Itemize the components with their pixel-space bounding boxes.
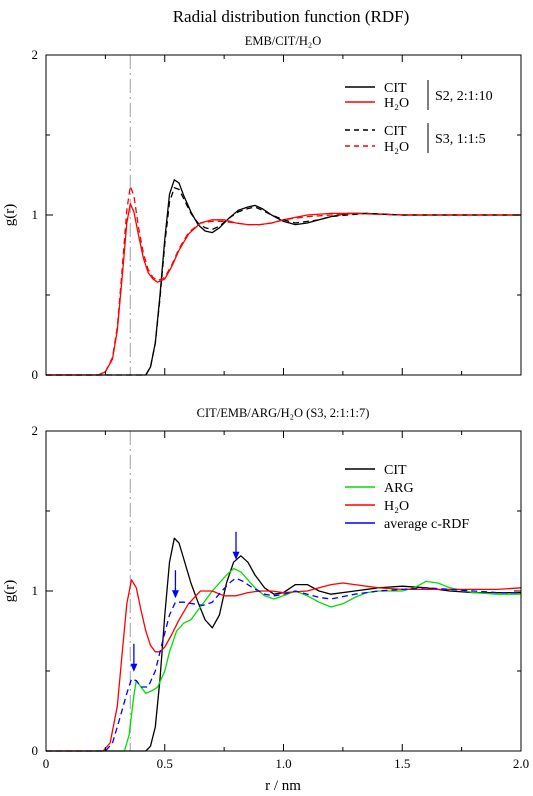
bottom-ticks-layer: 0 0.5 1.0 1.5 2.0 0 1 2 bbox=[32, 423, 530, 771]
bottom-arrows-layer bbox=[130, 531, 240, 672]
legend-label-cit: CIT bbox=[384, 463, 407, 478]
top-series-layer bbox=[46, 179, 521, 376]
bottom-series-arg-1 bbox=[46, 567, 521, 752]
top-ticks-layer: 0 1 2 bbox=[32, 47, 522, 382]
top-y-tick-label: 2 bbox=[32, 47, 39, 62]
bottom-y-tick-label: 1 bbox=[32, 583, 39, 598]
top-series-cit-0 bbox=[46, 179, 521, 376]
top-y-axis-label: g(r) bbox=[2, 204, 18, 227]
top-y-tick-label: 0 bbox=[32, 367, 39, 382]
legend-label-h2o: H₂O bbox=[384, 499, 409, 514]
bottom-series-h-o-2 bbox=[46, 579, 522, 752]
bottom-panel: CIT/EMB/ARG/H₂O (S3, 2:1:1:7) 0 0.5 1.0 1.5… bbox=[2, 406, 529, 794]
legend-group-s3: S3, 1:1:5 bbox=[435, 132, 486, 147]
legend-label-avg: average c-RDF bbox=[384, 517, 469, 532]
legend-label-s3-h2o: H₂O bbox=[384, 140, 409, 155]
bottom-y-tick-label: 2 bbox=[32, 423, 39, 438]
peak-arrow-head bbox=[130, 663, 138, 672]
figure-title: Radial distribution function (RDF) bbox=[173, 7, 410, 26]
legend-label-arg: ARG bbox=[384, 481, 414, 496]
bottom-x-tick-label: 1.0 bbox=[275, 756, 291, 771]
bottom-series-cit-0 bbox=[46, 537, 521, 752]
top-panel: EMB/CIT/H₂O 0 1 2 g(r) CIT H₂O S2, 2:1:10 … bbox=[2, 34, 522, 382]
bottom-x-tick-label: 1.5 bbox=[394, 756, 410, 771]
bottom-x-tick-label: 0.5 bbox=[157, 756, 173, 771]
top-legend: CIT H₂O S2, 2:1:10 CIT H₂O S3, 1:1:5 bbox=[345, 80, 493, 155]
legend-label-s2-h2o: H₂O bbox=[384, 96, 409, 111]
legend-label-s2-cit: CIT bbox=[384, 81, 407, 96]
bottom-x-tick-label: 0 bbox=[43, 756, 50, 771]
peak-arrow-head bbox=[171, 590, 179, 599]
top-y-tick-label: 1 bbox=[32, 207, 39, 222]
bottom-y-axis-label: g(r) bbox=[2, 580, 18, 603]
bottom-x-tick-label: 2.0 bbox=[513, 756, 529, 771]
top-series-h-o-1 bbox=[46, 203, 521, 376]
top-panel-title: EMB/CIT/H₂O bbox=[245, 34, 322, 48]
legend-group-s2: S2, 2:1:10 bbox=[435, 89, 493, 104]
top-series-h-o-3 bbox=[46, 185, 521, 376]
bottom-y-tick-label: 0 bbox=[32, 743, 39, 758]
bottom-series-average-c-rdf-3 bbox=[46, 577, 521, 752]
bottom-legend: CIT ARG H₂O average c-RDF bbox=[345, 463, 469, 532]
bottom-panel-title: CIT/EMB/ARG/H₂O (S3, 2:1:1:7) bbox=[197, 406, 370, 420]
top-series-cit-2 bbox=[46, 187, 521, 376]
legend-label-s3-cit: CIT bbox=[384, 124, 407, 139]
bottom-series-layer bbox=[46, 537, 522, 752]
x-axis-label: r / nm bbox=[265, 778, 301, 794]
peak-arrow-head bbox=[232, 551, 240, 560]
